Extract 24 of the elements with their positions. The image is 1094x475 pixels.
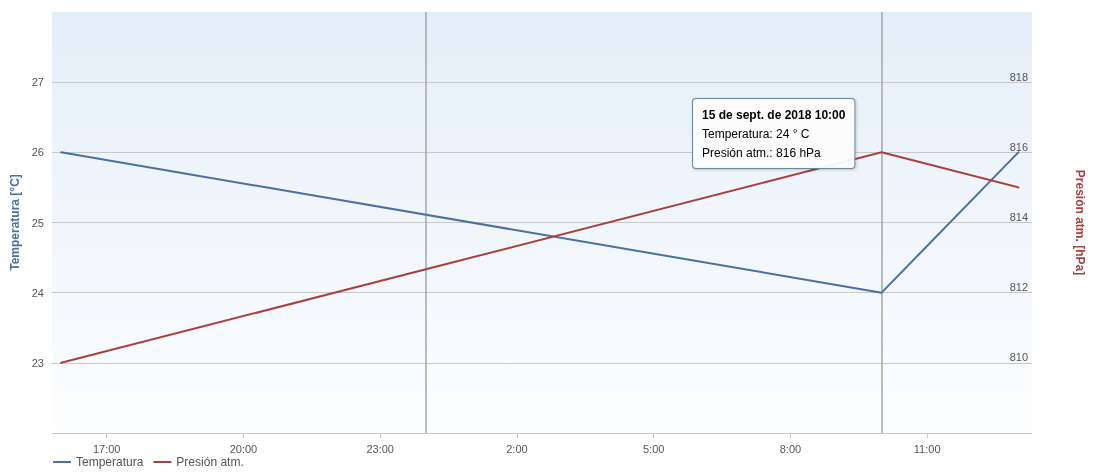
x-tick-label: 8:00 xyxy=(779,442,802,455)
x-tick-label: 2:00 xyxy=(506,442,528,455)
y-tick-label: 25 xyxy=(31,216,44,229)
y2-tick-label: 816 xyxy=(1009,140,1028,153)
annotation: Presión atm.: 816 hPa xyxy=(702,145,822,160)
y-tick-label: 26 xyxy=(31,146,44,159)
annotation: 15 de sept. de 2018 10:00 xyxy=(702,107,846,122)
y-tick-label: 24 xyxy=(31,286,44,299)
legend-label: Presión atm. xyxy=(176,455,244,469)
y2-axis-title: Presión atm. [hPa] xyxy=(1073,169,1087,276)
y-tick-label: 23 xyxy=(31,356,44,369)
y2-tick-label: 814 xyxy=(1009,211,1028,223)
y-axis-title: Temperatura [°C] xyxy=(7,174,22,271)
x-tick-label: 17:00 xyxy=(92,442,121,455)
x-tick-label: 5:00 xyxy=(642,442,665,455)
x-tick-label: 11:00 xyxy=(913,442,941,455)
x-tick-label: 23:00 xyxy=(366,442,394,455)
x-tick-label: 20:00 xyxy=(229,442,258,455)
y2-tick-label: 818 xyxy=(1009,70,1028,83)
y2-tick-label: 810 xyxy=(1009,351,1028,364)
y2-tick-label: 812 xyxy=(1009,281,1028,294)
legend-label: Temperatura xyxy=(76,455,144,469)
annotation: Temperatura: 24 ° C xyxy=(702,126,810,141)
y-tick-label: 27 xyxy=(31,76,44,89)
